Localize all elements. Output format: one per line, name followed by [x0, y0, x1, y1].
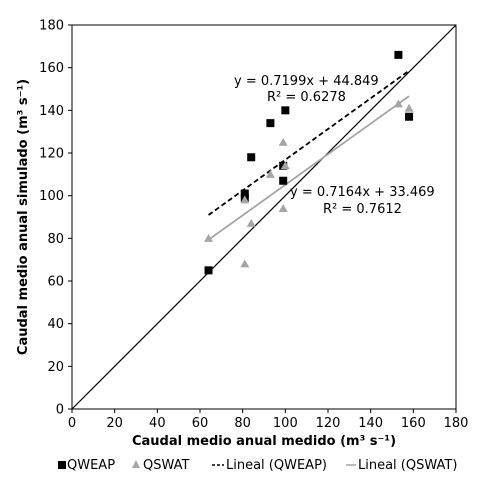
x-tick-label: 140 — [358, 416, 383, 431]
x-tick-label: 40 — [149, 416, 166, 431]
point-qswat — [278, 203, 288, 212]
y-tick-label: 180 — [39, 19, 64, 34]
point-qweap — [247, 153, 256, 162]
point-qswat — [393, 99, 403, 108]
r2-qswat: R² = 0.7612 — [323, 202, 402, 217]
one-to-one-line — [71, 24, 457, 410]
point-qweap — [405, 112, 414, 121]
y-axis-ticks: 0 20 40 60 80 100 120 140 160 180 — [39, 19, 72, 418]
x-tick-label: 20 — [106, 416, 123, 431]
y-tick-label: 40 — [47, 317, 64, 332]
x-tick-label: 100 — [273, 416, 298, 431]
y-axis-title: Caudal medio anual simulado (m³ s⁻¹) — [16, 79, 31, 355]
legend-qswat-marker — [132, 460, 140, 468]
point-qweap — [266, 119, 275, 128]
point-qweap — [394, 50, 403, 59]
y-tick-label: 160 — [39, 61, 64, 76]
point-qswat — [278, 137, 288, 146]
point-qswat — [240, 195, 250, 204]
points-layer — [204, 50, 414, 275]
r2-qweap: R² = 0.6278 — [267, 90, 346, 105]
legend-lineal-qweap-label: Lineal (QWEAP) — [226, 458, 327, 473]
point-qweap — [281, 106, 290, 115]
x-tick-label: 160 — [401, 416, 426, 431]
y-tick-label: 100 — [39, 189, 64, 204]
legend-qswat-label: QSWAT — [143, 458, 190, 473]
x-tick-label: 60 — [192, 416, 209, 431]
legend-lineal-qswat-label: Lineal (QSWAT) — [358, 458, 457, 473]
equation-qweap: y = 0.7199x + 44.849 — [234, 74, 379, 89]
legend-qweap-marker — [58, 461, 66, 469]
x-tick-label: 80 — [234, 416, 251, 431]
y-tick-label: 60 — [47, 275, 64, 290]
trendline-qswat — [208, 95, 410, 241]
equation-qswat: y = 0.7164x + 33.469 — [290, 185, 435, 200]
legend: QWEAP QSWAT Lineal (QWEAP) Lineal (QSWAT… — [58, 458, 457, 473]
x-tick-label: 0 — [68, 416, 76, 431]
y-tick-label: 0 — [56, 403, 64, 418]
x-tick-label: 180 — [444, 416, 469, 431]
plot-area — [71, 24, 457, 410]
y-tick-label: 20 — [47, 360, 64, 375]
legend-qweap-label: QWEAP — [67, 458, 115, 473]
x-axis-title: Caudal medio anual medido (m³ s⁻¹) — [132, 434, 396, 449]
point-qweap — [204, 266, 213, 275]
point-qswat — [240, 259, 250, 268]
point-qswat — [204, 233, 214, 242]
point-qswat — [265, 169, 275, 178]
x-axis-ticks: 0 20 40 60 80 100 120 140 160 180 — [68, 409, 469, 431]
y-tick-label: 80 — [47, 232, 64, 247]
x-tick-label: 120 — [316, 416, 341, 431]
point-qswat — [404, 103, 414, 112]
point-qswat — [280, 161, 290, 170]
y-tick-label: 120 — [39, 147, 64, 162]
point-qswat — [246, 218, 256, 227]
point-qweap — [240, 189, 249, 198]
y-tick-label: 140 — [39, 104, 64, 119]
point-qweap — [279, 176, 288, 185]
